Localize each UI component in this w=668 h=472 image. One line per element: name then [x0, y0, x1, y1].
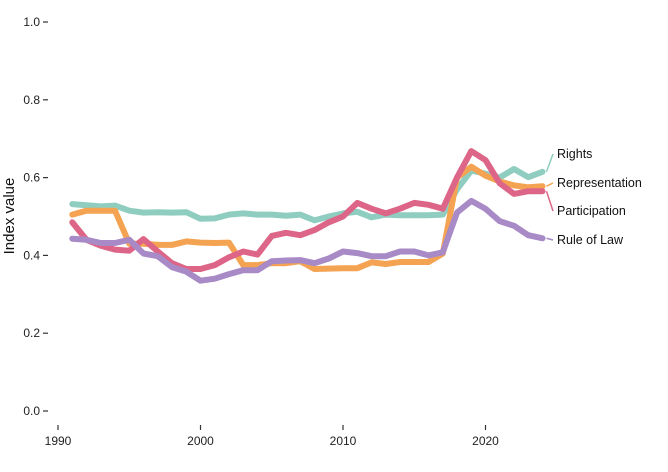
- x-tick-label: 1990: [45, 434, 72, 448]
- y-tick-label: 0.2: [23, 326, 40, 340]
- series-line-rule-of-law: [69, 197, 546, 284]
- y-tick-label: 0.4: [23, 248, 40, 262]
- x-tick-label: 2020: [472, 434, 499, 448]
- series-line-participation: [69, 148, 546, 272]
- label-leader-line: [545, 153, 554, 173]
- y-axis: 0.0 0.2 0.4 0.6 0.8 1.0: [23, 15, 48, 418]
- label-leader-line: [546, 237, 554, 241]
- x-tick-label: 2010: [330, 434, 357, 448]
- series-layer: [69, 148, 546, 284]
- y-tick-label: 0.0: [23, 404, 40, 418]
- y-tick-label: 0.8: [23, 93, 40, 107]
- series-label: Rule of Law: [557, 233, 624, 247]
- y-tick-label: 0.6: [23, 171, 40, 185]
- x-tick-label: 2000: [187, 434, 214, 448]
- label-leader-line: [545, 190, 554, 212]
- series-label: Representation: [557, 176, 642, 190]
- y-axis-title: Index value: [1, 178, 18, 255]
- label-leader-line: [546, 182, 554, 187]
- x-axis: 1990 2000 2010 2020: [45, 425, 499, 448]
- series-line-rights: [69, 166, 546, 224]
- series-labels: Rights Representation Participation Rule of…: [545, 147, 642, 247]
- series-label: Participation: [557, 204, 626, 218]
- y-tick-label: 1.0: [23, 15, 40, 29]
- series-label: Rights: [557, 147, 592, 161]
